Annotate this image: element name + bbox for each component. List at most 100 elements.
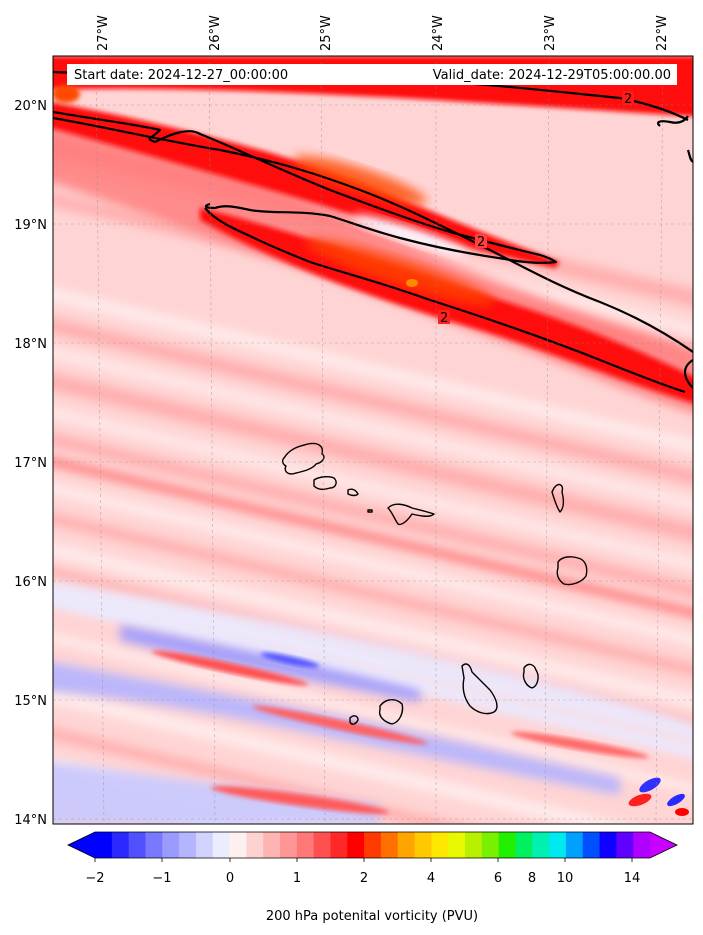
pv-band xyxy=(53,457,693,617)
blue-spot-se-1 xyxy=(639,777,661,793)
valid-date-text: Valid_date: 2024-12-29T05:00:00.00 xyxy=(433,68,671,83)
coastlines xyxy=(281,442,588,725)
colorbar-cell xyxy=(162,832,180,858)
contour-right-tail xyxy=(656,115,689,127)
blue-streak-4 xyxy=(53,582,693,741)
colorbar-cell xyxy=(195,832,214,858)
colorbar-cell xyxy=(263,832,281,858)
pv-band xyxy=(53,432,693,598)
start-date-text: Start date: 2024-12-27_00:00:00 xyxy=(74,68,288,83)
lat-label-17n: 17°N xyxy=(14,456,47,471)
colorbar-cell xyxy=(296,832,315,858)
colorbar-cell xyxy=(330,832,348,858)
pv-band xyxy=(53,482,693,646)
colorbar-cell xyxy=(347,832,365,858)
lon-label-24w: 24°W xyxy=(431,15,446,51)
pv-band xyxy=(53,372,693,542)
lat-label-19n: 19°N xyxy=(14,218,47,233)
info-box-background xyxy=(67,64,677,85)
colorbar-cell xyxy=(599,832,617,858)
negative-pv-streaks xyxy=(53,582,693,824)
graticule-meridian xyxy=(208,56,216,824)
graticule-meridian xyxy=(95,56,105,824)
colorbar-cell xyxy=(111,832,130,858)
blue-streak-2 xyxy=(120,625,420,702)
graticule xyxy=(53,56,693,824)
colorbar-cell xyxy=(179,832,197,858)
colorbar-cell xyxy=(212,832,231,858)
white-minimum xyxy=(352,214,468,256)
colorbar-cell xyxy=(448,832,466,858)
lat-label-20n: 20°N xyxy=(14,99,47,114)
cb-tick-8: 8 xyxy=(528,871,536,886)
blue-streak-3 xyxy=(53,761,380,824)
cb-tick-neg1: −1 xyxy=(152,871,171,886)
contour-right-edge xyxy=(684,359,693,389)
contour-label-3: 2 xyxy=(440,311,448,326)
colorbar-cell xyxy=(481,832,500,858)
blue-spot-se-2 xyxy=(667,793,685,807)
lon-label-22w: 22°W xyxy=(655,15,670,51)
island-santo-antao xyxy=(281,442,325,475)
cb-tick-4: 4 xyxy=(427,871,435,886)
pv-band xyxy=(53,632,693,794)
contour-labels: 2 2 2 xyxy=(438,91,634,326)
cb-tick-neg2: −2 xyxy=(85,871,104,886)
island-boa-vista xyxy=(556,556,588,586)
orange-maximum-1 xyxy=(293,155,427,205)
lat-label-14n: 14°N xyxy=(14,813,47,828)
orange-maximum-2 xyxy=(304,238,496,306)
longitude-axis: 27°W 26°W 25°W 24°W 23°W 22°W xyxy=(96,15,670,51)
colorbar-cell xyxy=(229,832,247,858)
lat-label-16n: 16°N xyxy=(14,575,47,590)
pv-band xyxy=(53,287,693,453)
colorbar-cell xyxy=(95,832,113,858)
contour-label-2: 2 xyxy=(477,235,485,250)
map-panel: 2 2 2 xyxy=(53,56,693,824)
colorbar-cell xyxy=(380,832,399,858)
island-sao-nicolau xyxy=(387,503,435,526)
colorbar-cell xyxy=(515,832,533,858)
cb-tick-1: 1 xyxy=(293,871,301,886)
blue-core xyxy=(260,652,320,668)
lon-label-26w: 26°W xyxy=(208,15,223,51)
colorbar-cell xyxy=(431,832,449,858)
red-streak-south-1 xyxy=(151,650,309,686)
lon-label-25w: 25°W xyxy=(319,15,334,51)
colorbar-cell xyxy=(397,832,416,858)
colorbar-cell xyxy=(616,832,634,858)
colorbar-cell xyxy=(582,832,601,858)
colorbar-cell xyxy=(498,832,516,858)
cb-tick-10: 10 xyxy=(557,871,574,886)
colorbar-cell xyxy=(128,832,146,858)
island-brava xyxy=(349,715,359,725)
contour-east-tick xyxy=(686,149,693,163)
island-sal xyxy=(551,483,565,513)
lat-label-18n: 18°N xyxy=(14,337,47,352)
graticule-meridian xyxy=(655,56,664,824)
colorbar: −2 −1 0 1 2 4 6 8 10 14 200 hPa potenita… xyxy=(67,831,678,924)
lat-label-15n: 15°N xyxy=(14,694,47,709)
colorbar-cell xyxy=(565,832,584,858)
island-raso xyxy=(367,509,373,513)
red-streak-south-4 xyxy=(511,731,649,759)
orange-spot xyxy=(406,279,418,287)
colorbar-over-arrow xyxy=(650,832,677,858)
pv-band xyxy=(53,407,693,569)
colorbar-cell xyxy=(246,832,264,858)
colorbar-cell xyxy=(465,832,483,858)
pv-band xyxy=(53,347,693,509)
colorbar-title: 200 hPa potenital vorticity (PVU) xyxy=(266,909,478,924)
contour-upper-close xyxy=(204,207,686,394)
map-frame xyxy=(52,55,694,825)
colorbar-cell xyxy=(549,832,567,858)
graticule-meridian xyxy=(320,56,326,824)
colorbar-cell xyxy=(364,832,382,858)
colorbar-cell xyxy=(145,832,163,858)
island-sao-vicente xyxy=(313,475,337,491)
pv-band xyxy=(53,512,693,676)
red-streak-south-3 xyxy=(210,786,390,814)
colorbar-cell xyxy=(633,832,651,858)
graticule-meridian xyxy=(544,56,550,824)
